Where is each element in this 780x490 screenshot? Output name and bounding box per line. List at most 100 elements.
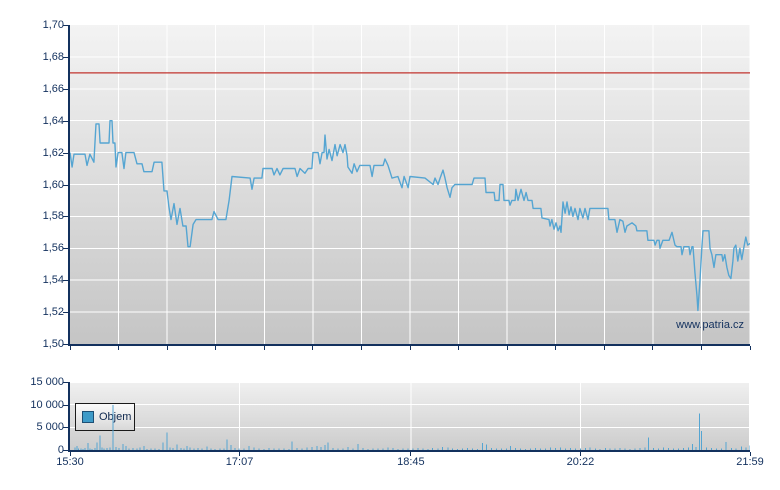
volume-bar bbox=[206, 446, 208, 450]
volume-bar bbox=[125, 445, 127, 450]
volume-y-tick bbox=[63, 427, 68, 429]
volume-bar bbox=[210, 448, 212, 450]
volume-x-tick bbox=[749, 452, 751, 456]
volume-bar bbox=[457, 448, 459, 450]
volume-bar bbox=[539, 448, 541, 450]
volume-bar bbox=[705, 447, 707, 450]
volume-bar bbox=[367, 448, 369, 450]
volume-x-tick bbox=[410, 452, 412, 456]
volume-bar bbox=[467, 448, 469, 450]
volume-bar bbox=[128, 448, 130, 450]
volume-bar bbox=[327, 442, 329, 450]
volume-bar bbox=[735, 448, 737, 450]
volume-bar bbox=[74, 447, 76, 450]
volume-legend-swatch-icon bbox=[82, 411, 94, 423]
volume-bar bbox=[472, 448, 474, 450]
price-y-tick-label: 1,52 bbox=[42, 306, 64, 319]
volume-bar bbox=[342, 448, 344, 450]
volume-bar bbox=[268, 448, 270, 450]
volume-bar bbox=[372, 448, 374, 450]
volume-bar bbox=[193, 448, 195, 450]
volume-bar bbox=[745, 447, 747, 450]
volume-bar bbox=[109, 447, 111, 450]
volume-bar bbox=[169, 447, 171, 450]
volume-bar bbox=[629, 448, 631, 450]
volume-y-tick bbox=[63, 450, 68, 451]
price-x-tick bbox=[118, 346, 120, 350]
volume-bar bbox=[678, 448, 679, 450]
price-plot-area: www.patria.cz bbox=[70, 25, 750, 344]
volume-bar bbox=[447, 447, 449, 450]
volume-bar bbox=[146, 448, 148, 450]
volume-bar bbox=[529, 448, 531, 450]
volume-bar bbox=[432, 448, 434, 450]
volume-bar bbox=[634, 448, 636, 450]
volume-bar bbox=[691, 444, 693, 450]
price-x-tick bbox=[458, 346, 460, 350]
volume-bar bbox=[230, 445, 232, 450]
volume-bar bbox=[569, 448, 571, 450]
volume-bar bbox=[101, 447, 103, 450]
volume-x-tick bbox=[69, 452, 71, 456]
volume-bar bbox=[106, 448, 108, 450]
volume-bar bbox=[639, 448, 641, 450]
volume-bar bbox=[564, 448, 566, 450]
volume-bar bbox=[122, 444, 124, 450]
volume-bar bbox=[644, 447, 646, 450]
volume-bar bbox=[407, 448, 409, 450]
volume-bar bbox=[377, 448, 379, 450]
price-x-tick bbox=[312, 346, 314, 350]
volume-bar bbox=[437, 448, 439, 450]
price-y-tick-label: 1,70 bbox=[42, 19, 64, 31]
volume-bar bbox=[278, 448, 280, 450]
volume-bar bbox=[402, 448, 404, 450]
volume-bar bbox=[698, 413, 700, 450]
volume-bar bbox=[238, 448, 240, 450]
volume-bar bbox=[226, 439, 228, 450]
volume-bar bbox=[382, 448, 384, 450]
volume-bar bbox=[154, 448, 156, 450]
volume-bar bbox=[506, 448, 507, 450]
volume-bar bbox=[715, 448, 717, 450]
x-axis-label: 17:07 bbox=[225, 456, 254, 468]
volume-bar bbox=[574, 448, 576, 450]
price-y-tick bbox=[63, 312, 68, 314]
price-y-axis-line bbox=[68, 25, 70, 346]
volume-bar bbox=[422, 448, 424, 450]
volume-bar bbox=[515, 448, 517, 450]
price-x-tick bbox=[215, 346, 217, 350]
volume-bar bbox=[96, 442, 98, 450]
price-x-tick bbox=[652, 346, 654, 350]
volume-bar bbox=[730, 448, 732, 450]
price-y-tick-label: 1,50 bbox=[42, 338, 64, 350]
volume-bar bbox=[549, 447, 551, 450]
volume-bars-svg bbox=[74, 405, 750, 450]
volume-bar bbox=[559, 447, 561, 450]
volume-bar bbox=[347, 446, 349, 450]
price-y-tick bbox=[63, 152, 68, 154]
volume-bar bbox=[89, 448, 91, 450]
price-x-tick bbox=[360, 346, 362, 350]
volume-x-tick bbox=[239, 452, 241, 456]
price-y-tick-label: 1,58 bbox=[42, 210, 64, 223]
volume-bar bbox=[510, 445, 511, 450]
volume-bar bbox=[462, 448, 464, 450]
price-plot-svg bbox=[70, 25, 750, 344]
x-axis-label: 21:59 bbox=[736, 456, 764, 468]
volume-bar bbox=[695, 446, 697, 450]
volume-bar bbox=[94, 448, 96, 450]
volume-bar bbox=[452, 448, 454, 450]
volume-bar bbox=[253, 447, 255, 450]
volume-bar bbox=[172, 448, 174, 450]
volume-bar bbox=[214, 448, 216, 450]
volume-bar bbox=[189, 447, 191, 450]
price-x-tick bbox=[555, 346, 557, 350]
volume-y-tick bbox=[63, 382, 68, 383]
price-x-tick bbox=[506, 346, 508, 350]
volume-bar bbox=[619, 448, 621, 450]
price-y-tick-label: 1,54 bbox=[42, 274, 64, 287]
volume-y-tick-label: 10 000 bbox=[30, 398, 64, 411]
volume-bar bbox=[710, 448, 712, 450]
price-y-tick bbox=[63, 248, 68, 250]
